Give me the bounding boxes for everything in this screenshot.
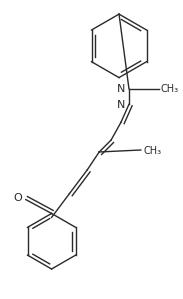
Text: N: N — [117, 100, 125, 110]
Text: CH₃: CH₃ — [144, 146, 162, 156]
Text: O: O — [14, 193, 22, 203]
Text: N: N — [117, 85, 125, 94]
Text: CH₃: CH₃ — [161, 85, 179, 94]
